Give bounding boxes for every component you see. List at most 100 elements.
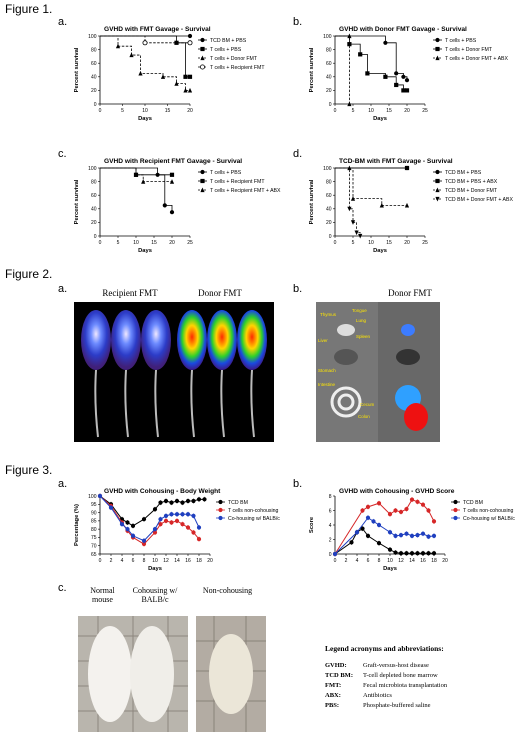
y-tick-label: 4	[329, 523, 332, 529]
data-point	[365, 71, 370, 76]
data-point	[133, 172, 139, 177]
data-point	[97, 493, 103, 499]
series-line	[100, 167, 172, 182]
data-point	[354, 230, 359, 236]
data-point	[431, 533, 437, 538]
x-tick-label: 25	[187, 240, 193, 246]
x-tick-label: 0	[99, 108, 102, 114]
data-point	[187, 40, 193, 46]
chart-gvhd-score: GVHD with Cohousing - GVHD Score 0 2 4 6 8 10 1…	[309, 488, 515, 572]
data-point	[401, 88, 406, 93]
y-tick-label: 40	[326, 75, 332, 81]
data-point	[142, 40, 148, 46]
data-point	[371, 519, 376, 524]
y-tick-label: 0	[329, 552, 332, 558]
y-tick-label: 60	[91, 61, 97, 67]
legend-title: Legend acronyms and abbreviations:	[325, 644, 444, 653]
data-point	[387, 530, 393, 535]
data-point	[191, 513, 196, 518]
x-tick-label: 2	[345, 558, 348, 564]
data-point	[169, 210, 175, 215]
data-point	[183, 87, 188, 93]
data-point	[394, 82, 399, 88]
data-point	[141, 541, 147, 547]
data-point	[185, 498, 191, 504]
x-tick-label: 15	[165, 108, 171, 114]
series-2	[97, 493, 202, 544]
legend-label: Co-housing w/ BALB/c	[463, 516, 515, 522]
series-line	[100, 35, 190, 44]
series-2	[100, 167, 175, 184]
y-tick-label: 0	[329, 102, 332, 108]
legend-label: TCD BM + Donor FMT	[445, 188, 498, 194]
data-point	[435, 196, 440, 202]
legend-label: Co-housing w/ BALB/c	[228, 516, 280, 522]
data-point	[125, 520, 130, 525]
data-point	[365, 515, 371, 520]
data-point	[365, 504, 371, 509]
y-tick-label: 100	[323, 166, 332, 172]
y-axis-label: Percent survival	[309, 47, 315, 92]
data-point	[426, 551, 431, 556]
x-tick-label: 0	[334, 108, 337, 114]
y-tick-label: 60	[326, 193, 332, 199]
data-point	[185, 512, 191, 517]
panel-letter-1c: c.	[58, 148, 67, 160]
data-point	[200, 178, 205, 184]
organ-donor-fmt-caption: Donor FMT	[388, 288, 432, 298]
x-tick-label: 8	[378, 558, 381, 564]
data-point	[420, 531, 426, 536]
series-1	[335, 35, 410, 93]
data-point	[200, 55, 205, 61]
x-tick-label: 4	[356, 558, 359, 564]
legend-label: TCD BM + PBS	[445, 170, 482, 176]
y-tick-label: 20	[91, 88, 97, 94]
data-point	[360, 508, 365, 513]
legend-label: TCD BM + PBS	[210, 38, 247, 44]
x-axis-label: Days	[373, 248, 387, 254]
x-tick-label: 18	[431, 558, 437, 564]
data-point	[453, 515, 458, 521]
x-tick-label: 4	[121, 558, 124, 564]
y-tick-label: 60	[326, 61, 332, 67]
series-line	[335, 167, 407, 206]
data-point	[347, 42, 352, 47]
data-point	[431, 519, 437, 524]
data-point	[435, 37, 440, 43]
data-point	[350, 196, 356, 201]
y-tick-label: 100	[88, 494, 97, 500]
x-tick-label: 25	[422, 108, 428, 114]
abbreviation-legend: Legend acronyms and abbreviations: GVHD:…	[325, 644, 515, 709]
data-point	[130, 523, 136, 528]
data-point	[409, 497, 415, 502]
series-3	[335, 167, 363, 239]
data-point	[174, 512, 180, 517]
x-tick-label: 12	[163, 558, 169, 564]
panel-letter-2a: a.	[58, 283, 68, 295]
photo-cohoused-mice	[78, 616, 188, 732]
data-point	[187, 33, 193, 39]
y-tick-label: 100	[323, 34, 332, 40]
x-tick-label: 10	[142, 108, 148, 114]
y-tick-label: 80	[326, 179, 332, 185]
organ-label-lung: Lung	[356, 318, 367, 323]
data-point	[180, 522, 185, 527]
panel-letter-3a: a.	[58, 478, 68, 490]
x-axis-label: Days	[138, 116, 152, 122]
data-point	[393, 508, 398, 513]
data-point	[404, 88, 410, 93]
data-point	[174, 40, 179, 45]
data-point	[379, 202, 384, 208]
panel-letter-2b: b.	[293, 283, 303, 295]
data-point	[200, 37, 205, 43]
organ-imaging: Thymus Tongue Lung Liver Spleen Stomach …	[316, 302, 440, 442]
data-point	[163, 518, 169, 523]
data-point	[349, 540, 354, 545]
legend-row: FMT: Fecal microbiota transplantation	[325, 682, 448, 689]
series-line	[99, 495, 205, 527]
panel-letter-1d: d.	[293, 148, 303, 160]
organ-label-cecum: Cecum	[360, 402, 375, 407]
x-tick-label: 6	[132, 558, 135, 564]
y-tick-label: 0	[94, 102, 97, 108]
recipient-fmt-caption: Recipient FMT	[102, 288, 158, 298]
